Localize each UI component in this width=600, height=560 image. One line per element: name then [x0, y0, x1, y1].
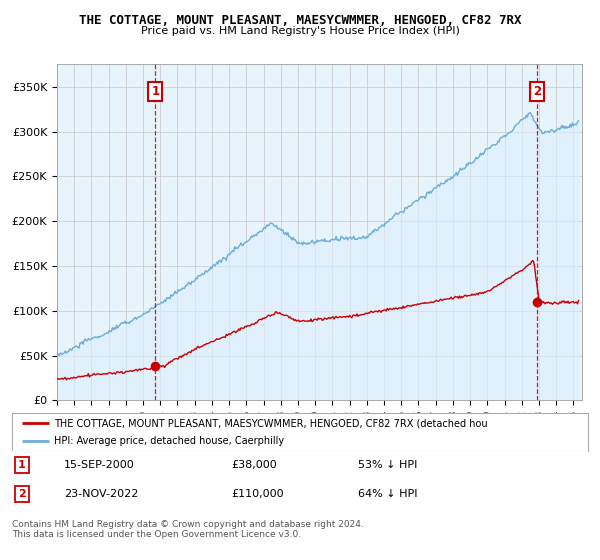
Text: THE COTTAGE, MOUNT PLEASANT, MAESYCWMMER, HENGOED, CF82 7RX (detached hou: THE COTTAGE, MOUNT PLEASANT, MAESYCWMMER…	[54, 418, 488, 428]
Text: HPI: Average price, detached house, Caerphilly: HPI: Average price, detached house, Caer…	[54, 436, 284, 446]
Text: Contains HM Land Registry data © Crown copyright and database right 2024.
This d: Contains HM Land Registry data © Crown c…	[12, 520, 364, 539]
Text: 1: 1	[151, 85, 160, 98]
Text: £110,000: £110,000	[231, 489, 284, 500]
Text: 23-NOV-2022: 23-NOV-2022	[64, 489, 138, 500]
Text: 1: 1	[18, 460, 26, 470]
Text: 64% ↓ HPI: 64% ↓ HPI	[358, 489, 417, 500]
Text: £38,000: £38,000	[231, 460, 277, 470]
Text: 15-SEP-2000: 15-SEP-2000	[64, 460, 134, 470]
Text: 53% ↓ HPI: 53% ↓ HPI	[358, 460, 417, 470]
Text: 2: 2	[18, 489, 26, 500]
Text: Price paid vs. HM Land Registry's House Price Index (HPI): Price paid vs. HM Land Registry's House …	[140, 26, 460, 36]
Text: 2: 2	[533, 85, 541, 98]
Text: THE COTTAGE, MOUNT PLEASANT, MAESYCWMMER, HENGOED, CF82 7RX: THE COTTAGE, MOUNT PLEASANT, MAESYCWMMER…	[79, 14, 521, 27]
